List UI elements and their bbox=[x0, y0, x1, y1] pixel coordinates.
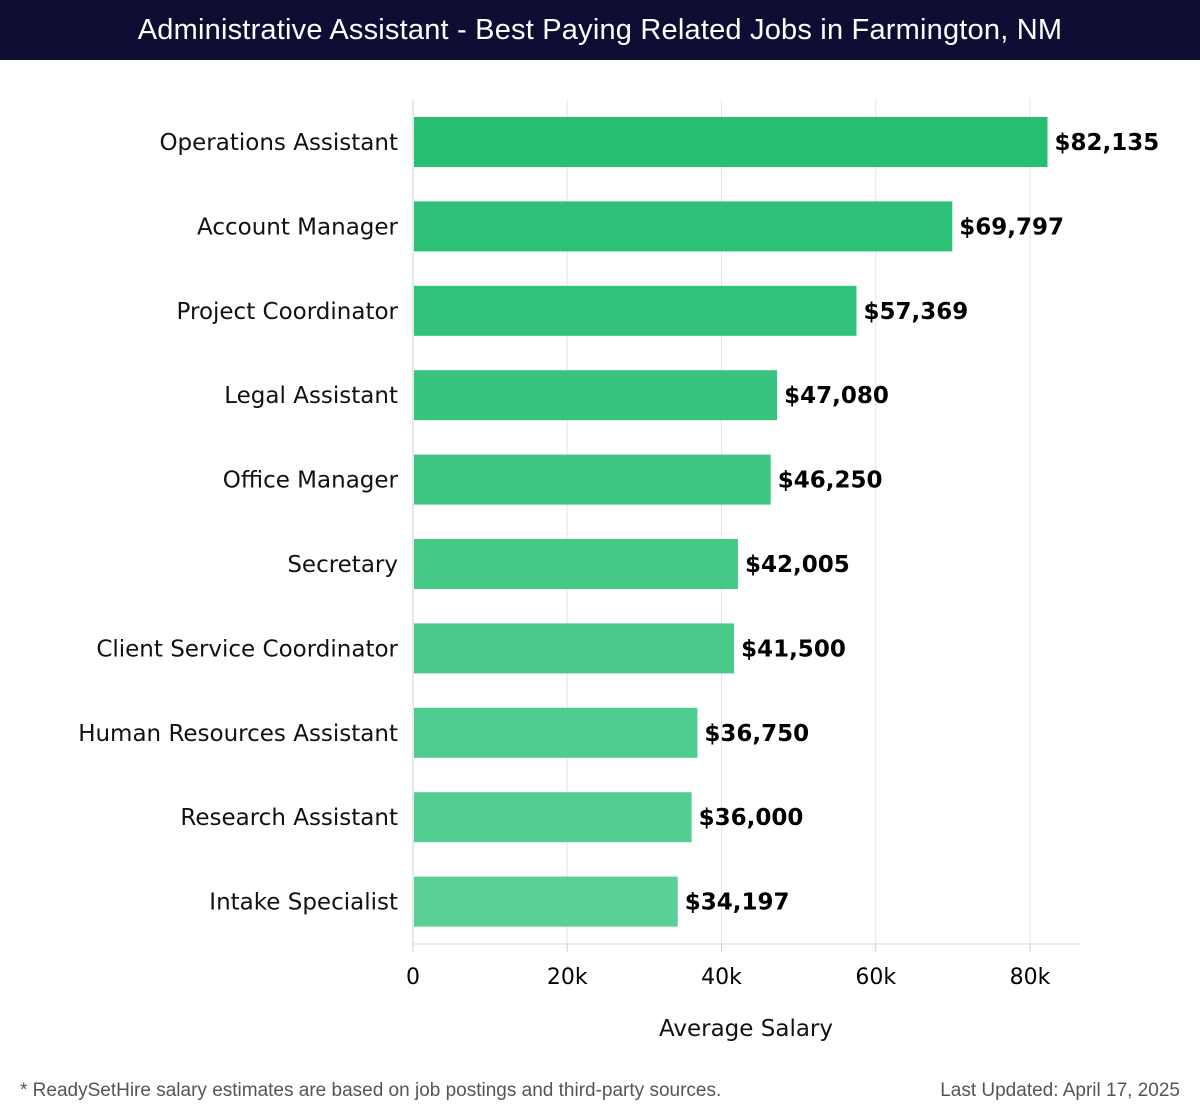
bar-2 bbox=[414, 285, 857, 336]
value-label-0: $82,135 bbox=[1054, 130, 1159, 156]
category-label-0: Operations Assistant bbox=[159, 130, 398, 156]
category-label-2: Project Coordinator bbox=[177, 299, 399, 325]
bar-0 bbox=[414, 117, 1048, 167]
bar-8 bbox=[414, 792, 692, 843]
value-label-9: $34,197 bbox=[685, 890, 790, 916]
title-bar: Administrative Assistant - Best Paying R… bbox=[0, 0, 1200, 60]
category-label-3: Legal Assistant bbox=[224, 383, 398, 409]
category-label-1: Account Manager bbox=[197, 214, 399, 240]
value-label-6: $41,500 bbox=[741, 636, 846, 662]
bar-5 bbox=[414, 539, 738, 589]
category-label-5: Secretary bbox=[287, 552, 398, 578]
category-label-7: Human Resources Assistant bbox=[78, 721, 398, 747]
category-label-4: Office Manager bbox=[223, 468, 399, 494]
x-tick-label-40k: 40k bbox=[701, 965, 742, 990]
x-axis-title: Average Salary bbox=[659, 1016, 833, 1042]
bar-7 bbox=[414, 707, 698, 758]
footnote: * ReadySetHire salary estimates are base… bbox=[20, 1080, 722, 1101]
bar-4 bbox=[414, 454, 771, 505]
value-label-2: $57,369 bbox=[863, 299, 968, 325]
category-label-9: Intake Specialist bbox=[209, 890, 398, 916]
x-tick-label-20k: 20k bbox=[547, 965, 588, 990]
category-label-6: Client Service Coordinator bbox=[96, 636, 398, 662]
value-label-3: $47,080 bbox=[784, 383, 889, 409]
category-label-8: Research Assistant bbox=[180, 805, 398, 831]
value-label-5: $42,005 bbox=[745, 552, 850, 578]
value-label-7: $36,750 bbox=[704, 721, 809, 747]
value-label-4: $46,250 bbox=[778, 468, 883, 494]
value-label-1: $69,797 bbox=[959, 214, 1064, 240]
x-tick-label-80k: 80k bbox=[1010, 965, 1051, 990]
bar-3 bbox=[414, 370, 778, 421]
value-label-8: $36,000 bbox=[699, 805, 804, 831]
x-tick-label-60k: 60k bbox=[855, 965, 896, 990]
bar-9 bbox=[414, 876, 678, 927]
chart-title: Administrative Assistant - Best Paying R… bbox=[137, 13, 1063, 46]
bar-6 bbox=[414, 623, 735, 674]
last-updated: Last Updated: April 17, 2025 bbox=[940, 1080, 1180, 1101]
x-tick-label-0: 0 bbox=[406, 965, 420, 990]
bar-1 bbox=[414, 201, 953, 252]
